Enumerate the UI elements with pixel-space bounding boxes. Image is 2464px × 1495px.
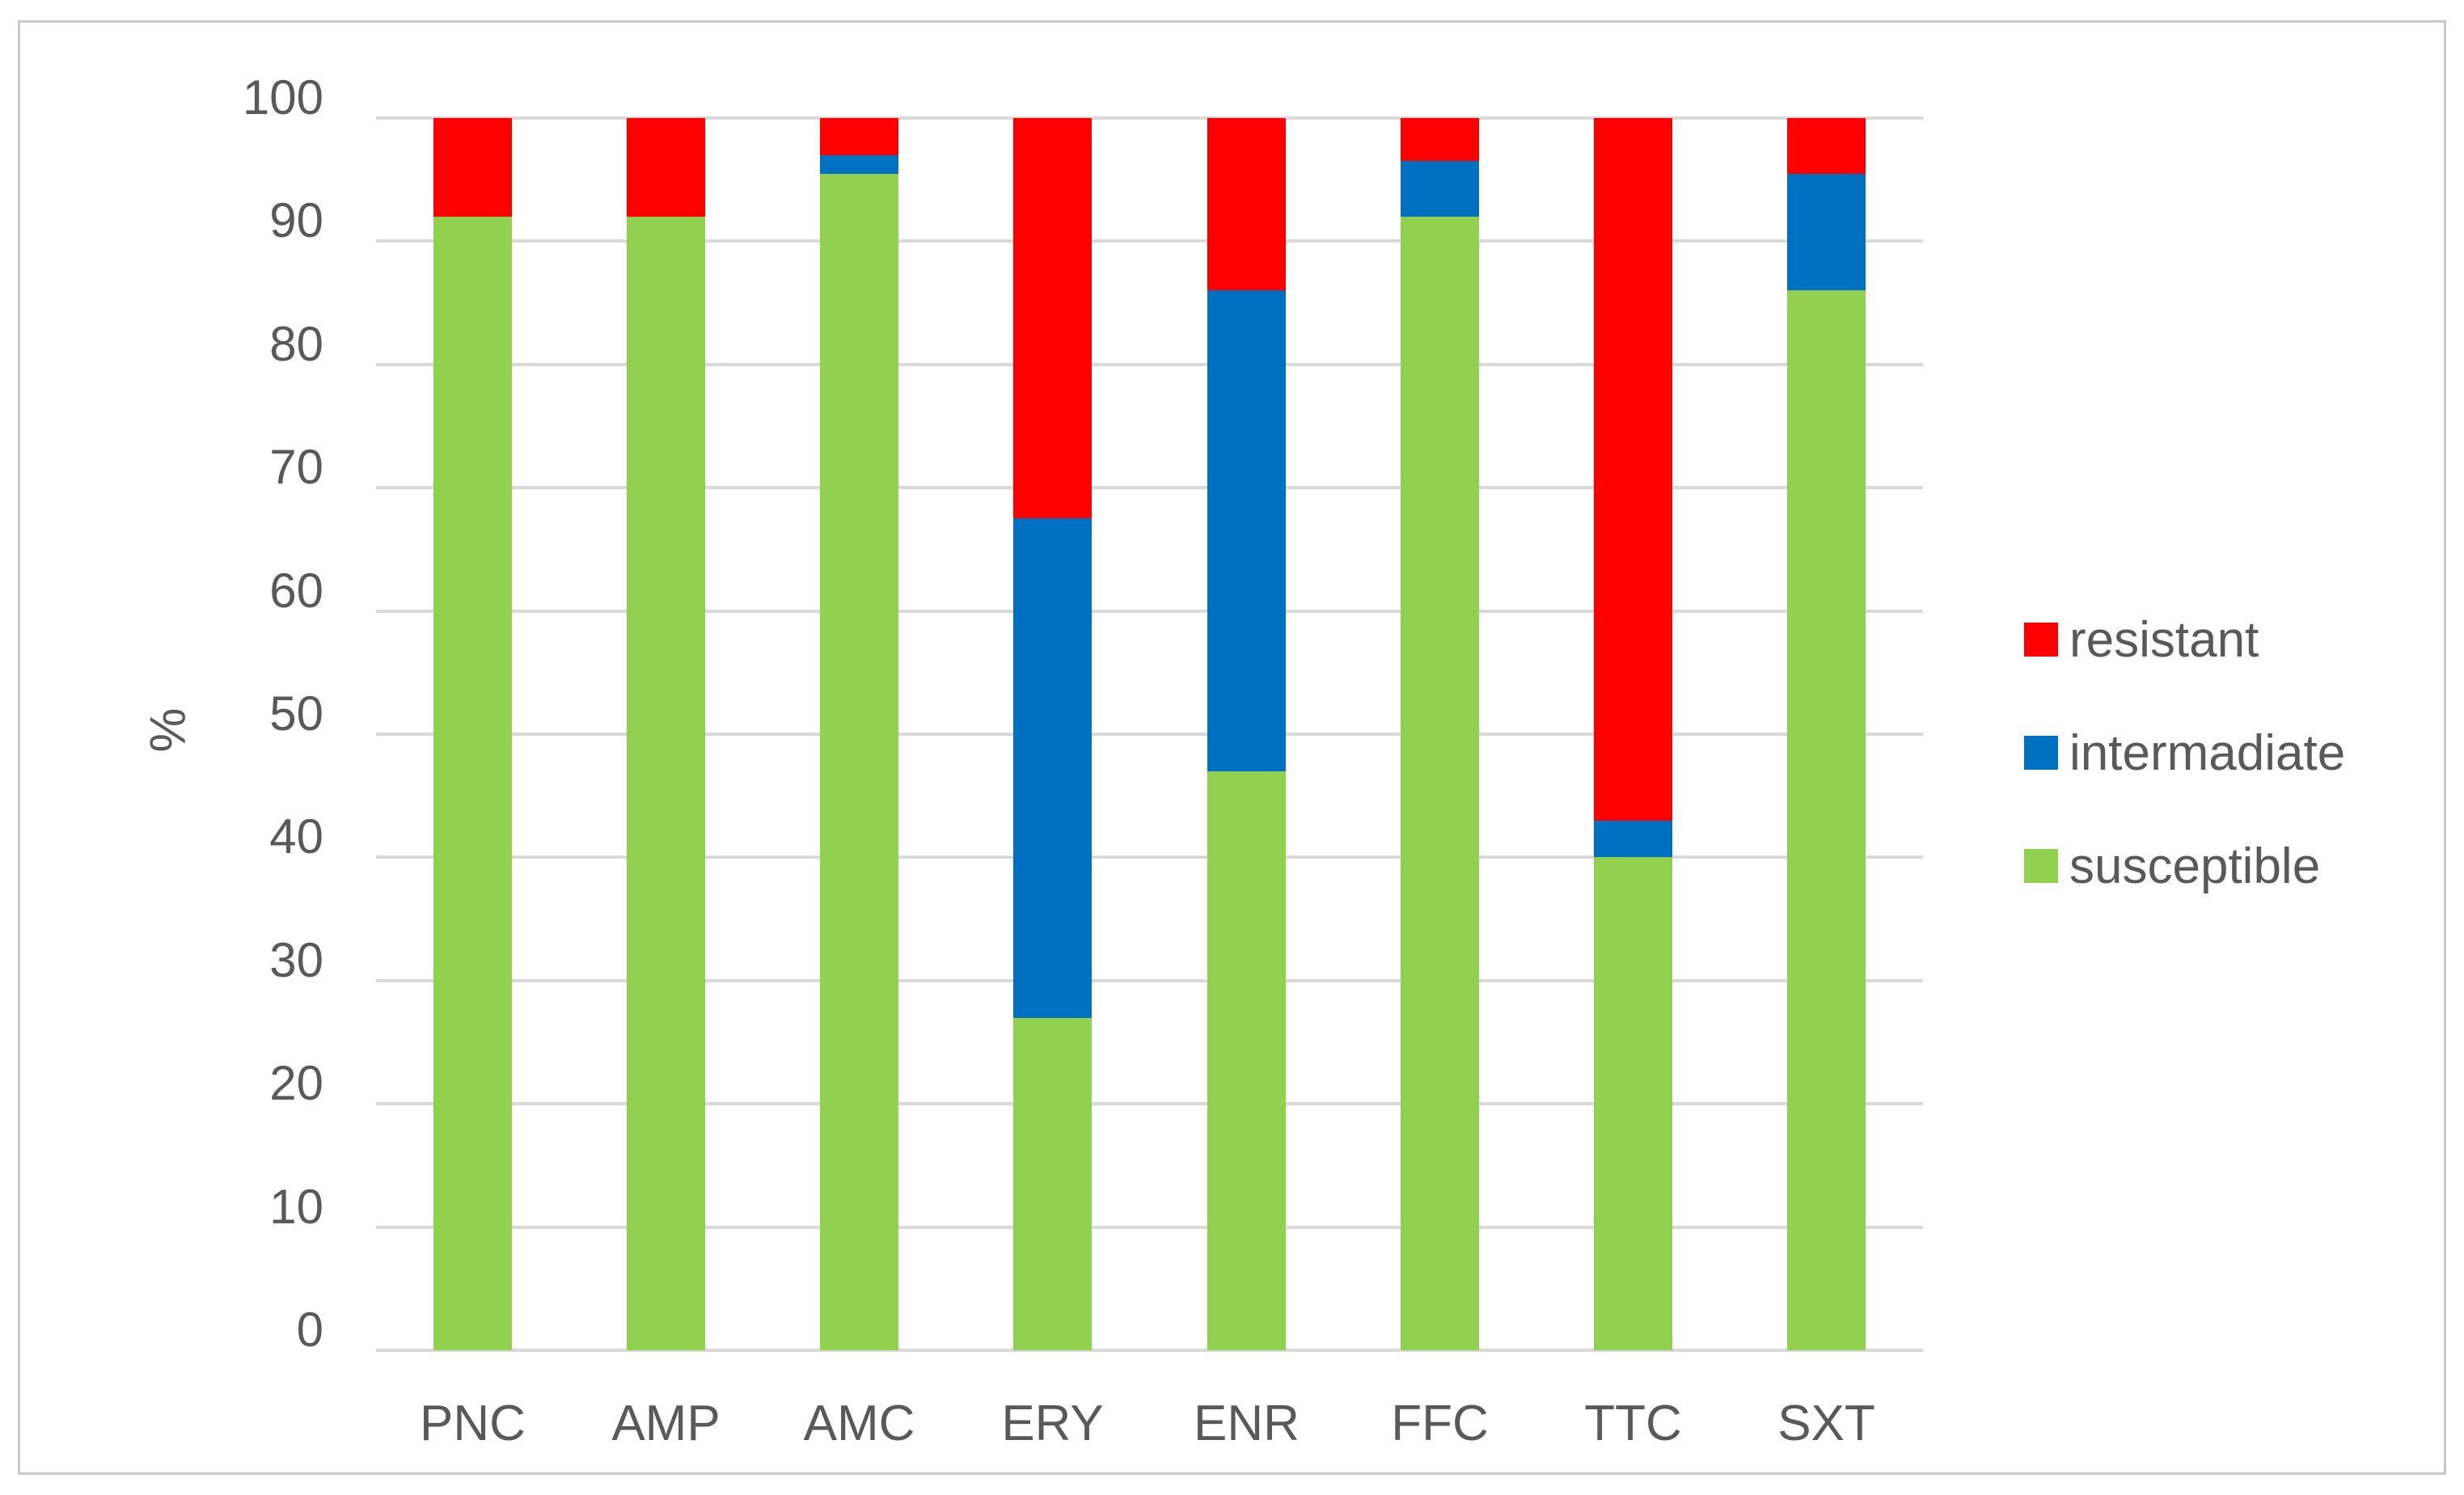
bar-segment-ffc-resistant [1401,118,1479,162]
y-tick-label-30: 30 [269,933,323,987]
x-category-label-pnc: PNC [420,1396,526,1451]
y-tick-label-80: 80 [269,317,323,371]
bar-segment-amc-resistant [820,118,898,155]
bar-segment-sxt-resistant [1787,118,1866,174]
bar-column-pnc [433,118,512,1350]
bar-column-enr [1207,118,1286,1350]
bar-column-ery [1013,118,1092,1350]
y-tick-label-50: 50 [269,686,323,741]
chart-frame-border: % 0 10 20 30 40 50 60 70 80 90 100 PNC AMP AMC ERY ENR… [18,20,2446,1475]
bar-column-amc [820,118,898,1350]
plot-area [376,116,1923,1352]
bar-segment-ffc-susceptible [1401,216,1479,1350]
x-category-label-ery: ERY [1001,1396,1104,1451]
bar-segment-ttc-intermadiate [1594,820,1672,858]
legend-label-intermadiate: intermadiate [2069,724,2346,781]
x-category-label-enr: ENR [1194,1396,1300,1451]
gridline-80 [376,362,1923,366]
y-tick-label-10: 10 [269,1180,323,1234]
bar-column-ffc [1401,118,1479,1350]
bar-segment-sxt-susceptible [1787,290,1866,1350]
legend-label-susceptible: susceptible [2069,838,2321,894]
y-tick-label-100: 100 [242,70,323,125]
bar-segment-amc-intermadiate [820,154,898,174]
x-category-label-amp: AMP [611,1396,721,1451]
bar-segment-ttc-susceptible [1594,857,1672,1350]
x-category-label-amc: AMC [803,1396,915,1451]
gridline-50 [376,733,1923,736]
bar-segment-ery-susceptible [1013,1017,1092,1350]
bar-column-ttc [1594,118,1672,1350]
gridline-20 [376,1102,1923,1106]
gridline-10 [376,1225,1923,1229]
bar-column-amp [627,118,705,1350]
bar-segment-ery-resistant [1013,118,1092,519]
y-axis-title: % [140,707,197,753]
y-tick-label-40: 40 [269,809,323,864]
bar-segment-ery-intermadiate [1013,518,1092,1018]
y-tick-label-90: 90 [269,193,323,247]
legend-item-intermadiate: intermadiate [2024,724,2346,781]
bar-segment-pnc-resistant [433,118,512,217]
gridline-90 [376,239,1923,243]
gridline-100 [376,116,1923,120]
bar-segment-amp-susceptible [627,216,705,1350]
gridline-60 [376,609,1923,613]
x-category-label-sxt: SXT [1777,1396,1875,1451]
bar-segment-ttc-resistant [1594,118,1672,821]
bar-segment-enr-susceptible [1207,771,1286,1350]
bar-column-sxt [1787,118,1866,1350]
bar-segment-ffc-intermadiate [1401,161,1479,217]
legend-swatch-resistant [2024,623,2058,657]
gridline-70 [376,486,1923,490]
y-tick-label-0: 0 [296,1303,323,1357]
bar-segment-enr-intermadiate [1207,290,1286,771]
gridline-0 [376,1349,1923,1352]
legend-item-resistant: resistant [2024,612,2259,668]
y-tick-label-70: 70 [269,440,323,494]
y-tick-label-60: 60 [269,564,323,618]
bar-segment-enr-resistant [1207,118,1286,291]
gridline-40 [376,855,1923,859]
legend-swatch-intermadiate [2024,736,2058,770]
legend-item-susceptible: susceptible [2024,838,2321,894]
y-tick-label-20: 20 [269,1056,323,1110]
x-category-label-ttc: TTC [1584,1396,1682,1451]
legend-swatch-susceptible [2024,849,2058,883]
bar-segment-pnc-susceptible [433,216,512,1350]
bar-segment-amp-resistant [627,118,705,217]
legend-label-resistant: resistant [2069,611,2259,668]
x-category-label-ffc: FFC [1391,1396,1489,1451]
bar-segment-amc-susceptible [820,173,898,1350]
gridline-30 [376,978,1923,982]
bar-segment-sxt-intermadiate [1787,173,1866,291]
